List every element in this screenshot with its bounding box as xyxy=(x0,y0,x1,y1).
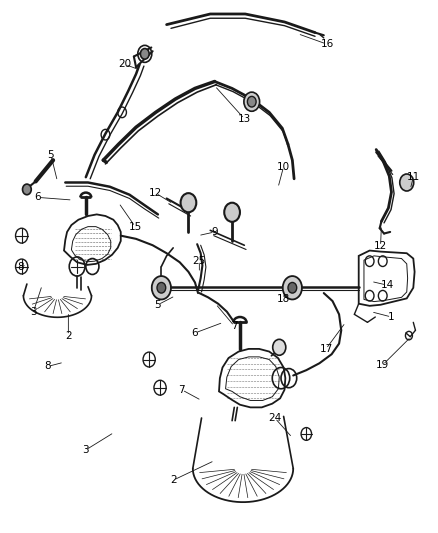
Circle shape xyxy=(224,203,240,222)
Circle shape xyxy=(180,193,196,212)
Circle shape xyxy=(273,340,286,356)
Text: 10: 10 xyxy=(277,161,290,172)
Circle shape xyxy=(152,276,171,300)
Text: 8: 8 xyxy=(17,262,24,271)
Circle shape xyxy=(157,282,166,293)
Circle shape xyxy=(141,49,149,59)
Text: 11: 11 xyxy=(406,172,420,182)
Text: 5: 5 xyxy=(48,150,54,160)
Circle shape xyxy=(247,96,256,107)
Text: 2: 2 xyxy=(65,330,72,341)
Text: 20: 20 xyxy=(119,60,132,69)
Text: 16: 16 xyxy=(321,39,334,49)
Text: 9: 9 xyxy=(211,227,218,237)
Text: 5: 5 xyxy=(155,300,161,310)
Text: 14: 14 xyxy=(381,280,394,290)
Text: 6: 6 xyxy=(192,328,198,338)
Circle shape xyxy=(283,276,302,300)
Circle shape xyxy=(22,184,31,195)
Circle shape xyxy=(400,174,414,191)
Text: 12: 12 xyxy=(374,241,387,251)
Text: 15: 15 xyxy=(128,222,142,232)
Text: 12: 12 xyxy=(149,188,162,198)
Text: 19: 19 xyxy=(376,360,389,370)
Text: 25: 25 xyxy=(193,256,206,266)
Text: 6: 6 xyxy=(35,192,41,203)
Text: 3: 3 xyxy=(30,306,37,317)
Text: 8: 8 xyxy=(45,361,51,372)
Circle shape xyxy=(244,92,260,111)
Text: 17: 17 xyxy=(319,344,332,354)
Text: 2: 2 xyxy=(170,475,177,485)
Circle shape xyxy=(288,282,297,293)
Text: 18: 18 xyxy=(277,294,290,304)
Text: 1: 1 xyxy=(388,312,395,322)
Text: 3: 3 xyxy=(82,445,89,455)
Text: 24: 24 xyxy=(268,413,282,423)
Text: 13: 13 xyxy=(238,114,251,124)
Text: 7: 7 xyxy=(231,321,237,331)
Text: 7: 7 xyxy=(179,385,185,395)
